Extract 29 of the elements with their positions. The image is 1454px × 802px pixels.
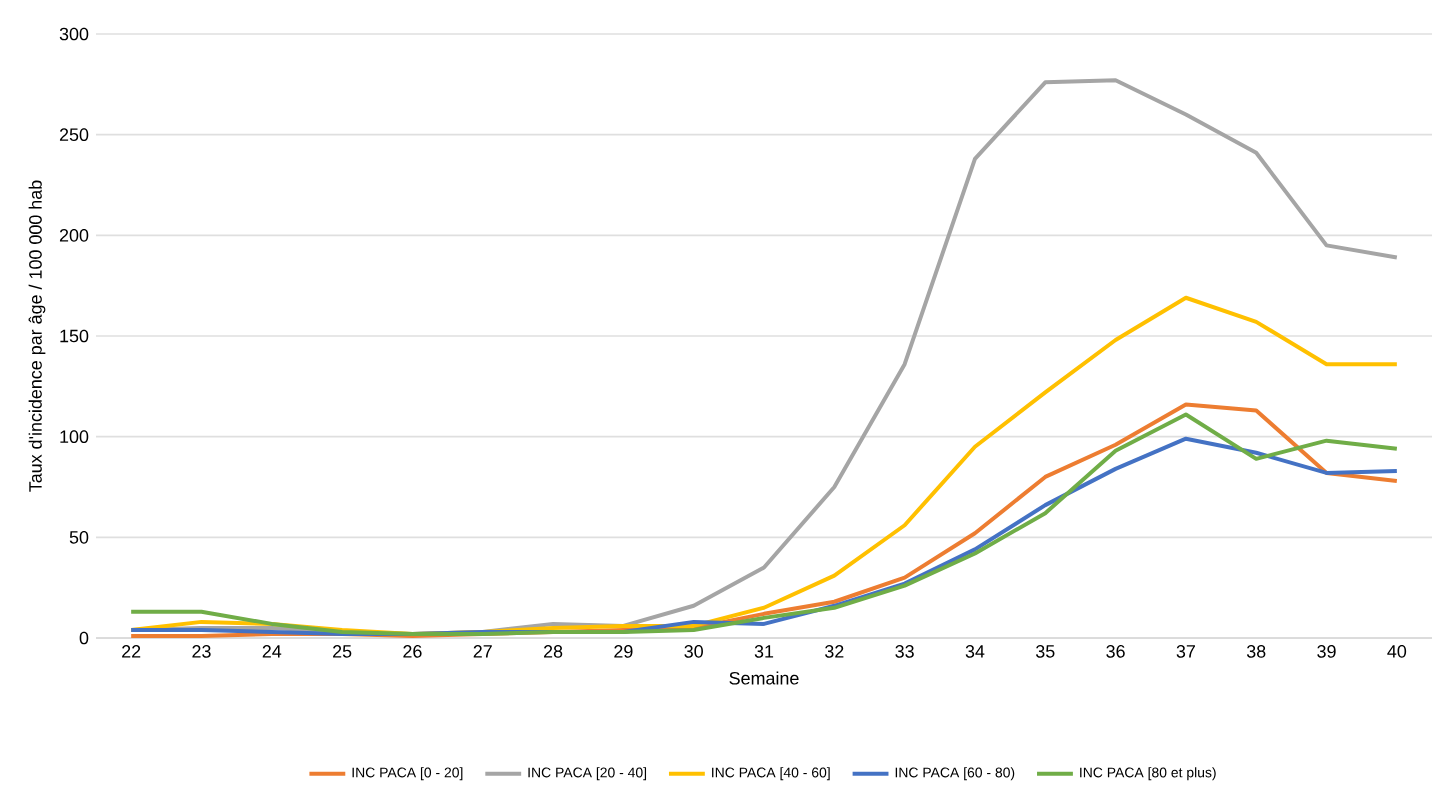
x-tick-label: 39: [1317, 645, 1336, 658]
x-tick-label: 34: [965, 645, 985, 658]
x-tick-label: 35: [1035, 645, 1055, 658]
x-tick-label: 37: [1176, 645, 1195, 658]
x-tick-label: 27: [473, 645, 492, 658]
x-tick-label: 26: [403, 645, 422, 658]
x-tick-label: 22: [122, 645, 141, 658]
y-axis-title: Taux d'incidence par âge / 100 000 hab: [28, 180, 46, 492]
y-tick-label: 200: [59, 228, 89, 242]
x-tick-label: 30: [684, 645, 703, 658]
y-tick-label: 100: [60, 430, 89, 444]
x-tick-label: 38: [1246, 645, 1266, 658]
x-tick-label: 40: [1387, 645, 1407, 658]
x-tick-label: 24: [262, 645, 282, 658]
x-tick-label: 36: [1106, 645, 1125, 658]
y-tick-label: 150: [60, 329, 89, 343]
line-series: [129, 295, 1399, 636]
x-tick-label: 28: [543, 645, 563, 658]
x-tick-label: 25: [333, 645, 352, 658]
x-tick-label: 32: [825, 645, 844, 658]
x-axis-title: Semaine: [729, 671, 799, 685]
x-tick-label: 29: [614, 645, 633, 658]
y-tick-label: 50: [69, 530, 89, 544]
x-tick-label: 33: [895, 645, 914, 658]
y-tick-label: 0: [79, 631, 89, 645]
x-tick-label: 23: [192, 645, 211, 658]
x-tick-label: 31: [754, 645, 774, 658]
y-tick-label: 300: [59, 27, 89, 41]
y-tick-label: 250: [59, 128, 89, 142]
